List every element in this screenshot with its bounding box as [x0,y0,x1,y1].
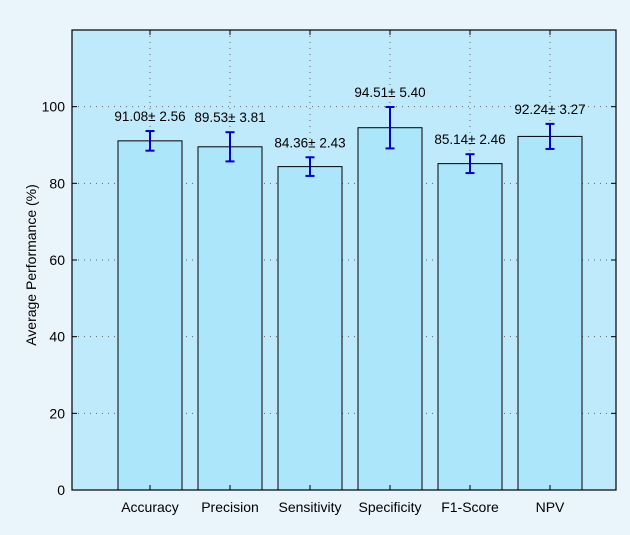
bars [117,127,583,491]
bar-accuracy [117,140,183,491]
error-bars [145,106,555,177]
data-label: 91.08± 2.56 [114,109,185,124]
x-tick-label: Precision [201,499,259,515]
bar-sensitivity [277,166,343,491]
y-axis-label: Average Performance (%) [23,184,39,346]
data-labels: 91.08± 2.56 89.53± 3.81 84.36± 2.43 94.51± … [114,85,585,150]
bar-f1-score [437,163,503,491]
data-label: 84.36± 2.43 [274,135,345,150]
data-label: 92.24± 3.27 [514,102,585,117]
x-axis-ticks: Accuracy Precision Sensitivity Specificity F… [121,30,565,515]
x-tick-label: F1-Score [441,499,499,515]
x-tick-label: Accuracy [121,499,179,515]
y-tick-label: 40 [49,329,65,345]
x-tick-label: NPV [536,499,565,515]
y-axis-ticks: 0 20 40 60 80 100 [42,99,616,498]
x-tick-label: Specificity [358,499,421,515]
y-tick-label: 80 [49,175,65,191]
y-tick-label: 20 [49,405,65,421]
data-label: 89.53± 3.81 [194,110,265,125]
x-tick-label: Sensitivity [278,499,341,515]
bar-specificity [357,127,423,491]
bar-precision [197,146,263,491]
data-label: 94.51± 5.40 [354,85,425,100]
y-tick-label: 0 [57,482,65,498]
y-tick-label: 60 [49,252,65,268]
data-label: 85.14± 2.46 [434,132,505,147]
bar-npv [517,135,583,491]
y-tick-label: 100 [42,99,66,115]
